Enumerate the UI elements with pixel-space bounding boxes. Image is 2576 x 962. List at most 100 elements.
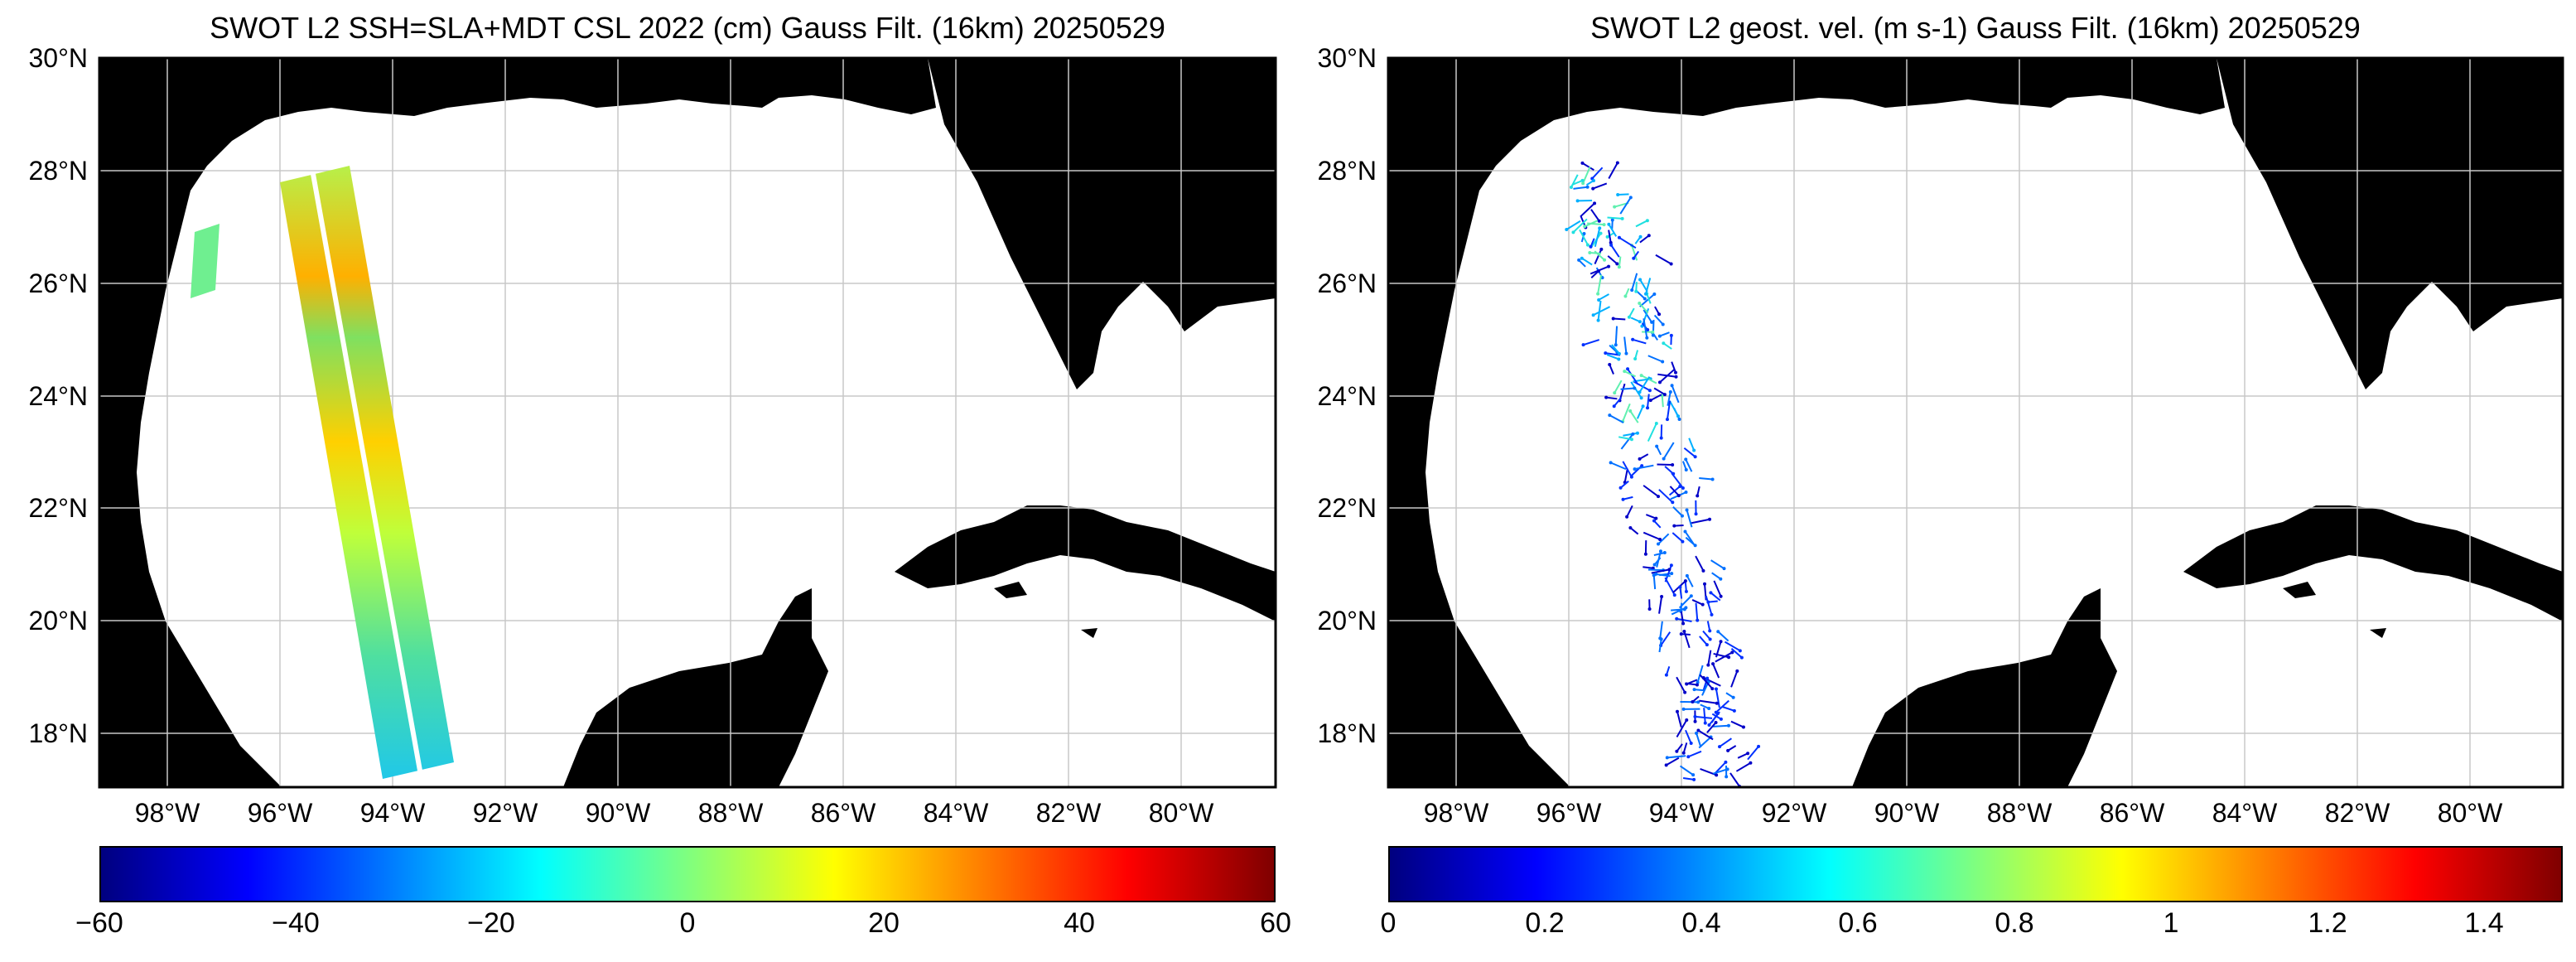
velocity-arrow-head: [1615, 161, 1619, 165]
velocity-arrow: [1609, 414, 1624, 424]
velocity-arrow-head: [1726, 723, 1730, 728]
velocity-arrow-head: [1726, 748, 1730, 752]
velocity-arrow-head: [1714, 720, 1718, 724]
velocity-arrow: [1623, 432, 1638, 437]
velocity-arrow-head: [1632, 256, 1636, 260]
velocity-arrow-head: [1711, 662, 1715, 666]
velocity-arrow: [1587, 222, 1604, 226]
velocity-arrow-head: [1604, 395, 1609, 399]
lat-tick: 18°N: [1318, 718, 1377, 748]
velocity-arrow-head: [1719, 577, 1723, 581]
velocity-arrow: [1623, 336, 1628, 354]
velocity-arrow: [1676, 711, 1682, 728]
velocity-arrow-head: [1695, 731, 1699, 735]
velocity-arrow-head: [1643, 297, 1647, 301]
velocity-arrow: [1591, 167, 1604, 180]
velocity-arrow-head: [1674, 375, 1678, 379]
colorbar-tick: −20: [467, 907, 515, 939]
velocity-arrow-head: [1668, 389, 1672, 394]
velocity-arrow-head: [1661, 360, 1665, 364]
velocity-arrow: [1608, 162, 1618, 180]
velocity-arrow-head: [1652, 292, 1657, 296]
velocity-arrow-head: [1719, 640, 1723, 644]
lat-labels-velocity: 18°N 20°N 22°N 24°N 26°N 28°N 30°N: [1318, 43, 1377, 748]
velocity-arrow-head: [1614, 343, 1618, 347]
land-ssh: [99, 58, 1276, 787]
velocity-arrow: [1688, 437, 1696, 451]
velocity-arrow-head: [1626, 367, 1630, 371]
velocity-arrow-head: [1686, 755, 1691, 759]
lat-tick: 24°N: [1318, 381, 1377, 411]
velocity-arrow: [1676, 719, 1688, 737]
velocity-arrow-head: [1623, 294, 1628, 298]
lat-tick: 20°N: [1318, 606, 1377, 636]
velocity-arrow-head: [1591, 186, 1595, 191]
map-velocity[interactable]: 18°N 20°N 22°N 24°N 26°N 28°N 30°N 98°W …: [1318, 43, 2564, 828]
velocity-arrow-head: [1616, 192, 1620, 196]
velocity-arrow: [1715, 699, 1729, 713]
velocity-arrow: [1696, 665, 1704, 683]
velocity-arrow-head: [1705, 676, 1710, 680]
map-ssh[interactable]: 18°N 20°N 22°N 24°N 26°N 28°N 30°N 98°W …: [29, 43, 1277, 828]
velocity-arrow: [1662, 342, 1672, 350]
velocity-arrow-head: [1638, 302, 1642, 306]
velocity-arrow-head: [1693, 544, 1697, 548]
colorbar-ssh: [99, 846, 1276, 902]
velocity-arrow: [1676, 617, 1692, 622]
velocity-arrow: [1685, 729, 1692, 744]
velocity-arrow-head: [1591, 313, 1595, 317]
map-frame-ssh: [98, 56, 1277, 789]
lon-tick: 84°W: [924, 798, 989, 828]
lon-tick: 90°W: [1874, 798, 1940, 828]
velocity-vectors: [1565, 161, 1761, 789]
velocity-arrow: [1589, 233, 1602, 249]
lon-tick: 92°W: [1762, 798, 1827, 828]
velocity-arrow-head: [1708, 629, 1712, 633]
lat-tick: 22°N: [29, 493, 89, 523]
velocity-arrow: [1613, 317, 1626, 321]
velocity-arrow: [1729, 772, 1740, 787]
velocity-arrow: [1715, 761, 1727, 774]
velocity-arrow-head: [1735, 669, 1739, 673]
lat-tick: 28°N: [29, 156, 89, 186]
velocity-arrow-head: [1696, 728, 1700, 732]
velocity-arrow-head: [1691, 700, 1695, 704]
velocity-arrow: [1710, 592, 1721, 602]
colorbar-tick: 0.2: [1525, 907, 1565, 939]
velocity-arrow: [1579, 229, 1589, 246]
velocity-arrow-head: [1608, 363, 1612, 367]
velocity-arrow-head: [1749, 761, 1753, 765]
velocity-arrow-head: [1583, 225, 1587, 229]
velocity-arrow: [1702, 678, 1709, 692]
velocity-arrow-head: [1671, 462, 1675, 466]
velocity-arrow-head: [1607, 264, 1611, 268]
velocity-arrow: [1594, 228, 1601, 248]
velocity-arrow-head: [1620, 216, 1624, 220]
lon-labels-velocity: 98°W 96°W 94°W 92°W 90°W 88°W 86°W 84°W …: [1424, 798, 2503, 828]
velocity-arrow: [1713, 724, 1729, 728]
velocity-arrow: [1655, 254, 1672, 265]
velocity-arrow: [1664, 564, 1672, 583]
velocity-arrow: [1565, 220, 1581, 230]
velocity-arrow: [1680, 611, 1685, 624]
velocity-arrow: [1659, 621, 1663, 639]
velocity-arrow-head: [1581, 181, 1585, 186]
velocity-arrow-head: [1667, 568, 1672, 572]
velocity-arrow-head: [1703, 721, 1707, 725]
velocity-arrow-head: [1602, 223, 1606, 227]
velocity-arrow-head: [1631, 337, 1635, 341]
velocity-arrow: [1618, 193, 1629, 196]
velocity-arrow: [1611, 344, 1620, 355]
velocity-arrow-head: [1675, 709, 1679, 713]
velocity-arrow: [1672, 506, 1683, 517]
velocity-arrow: [1737, 752, 1749, 759]
velocity-arrow: [1735, 761, 1751, 772]
velocity-arrow-head: [1638, 278, 1643, 282]
velocity-arrow: [1607, 255, 1618, 265]
velocity-arrow-head: [1613, 391, 1617, 395]
colorbar-tick: −60: [75, 907, 123, 939]
velocity-arrow: [1647, 394, 1650, 408]
velocity-arrow: [1667, 391, 1672, 406]
velocity-arrow-head: [1657, 542, 1661, 546]
velocity-arrow-head: [1684, 589, 1688, 593]
